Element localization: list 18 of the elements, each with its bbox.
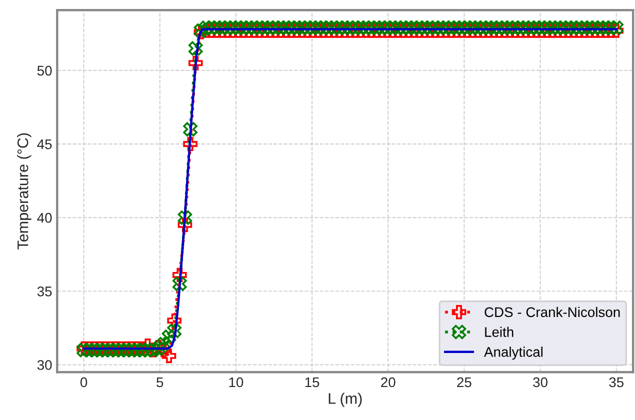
x-tick-label: 25	[457, 377, 472, 388]
y-tick-label: 35	[37, 286, 52, 296]
x-tick-label: 20	[381, 377, 396, 388]
legend-label: CDS - Crank-Nicolson	[484, 306, 620, 318]
legend-label: Leith	[485, 326, 514, 337]
y-tick-label: 40	[37, 212, 52, 223]
x-tick-label: 35	[609, 377, 624, 388]
x-tick-label: 15	[305, 377, 320, 388]
y-tick-label: 45	[37, 139, 52, 150]
x-axis-title: L (m)	[328, 392, 362, 407]
y-tick-label: 50	[37, 66, 52, 76]
y-tick-label: 30	[37, 360, 52, 370]
x-tick-label: 10	[229, 377, 244, 388]
x-tick-label: 0	[80, 377, 88, 388]
legend-label: Analytical	[484, 346, 543, 360]
y-axis-title: Temperature (°C)	[17, 133, 32, 250]
x-tick-label: 5	[156, 377, 164, 388]
x-tick-label: 30	[533, 377, 548, 388]
